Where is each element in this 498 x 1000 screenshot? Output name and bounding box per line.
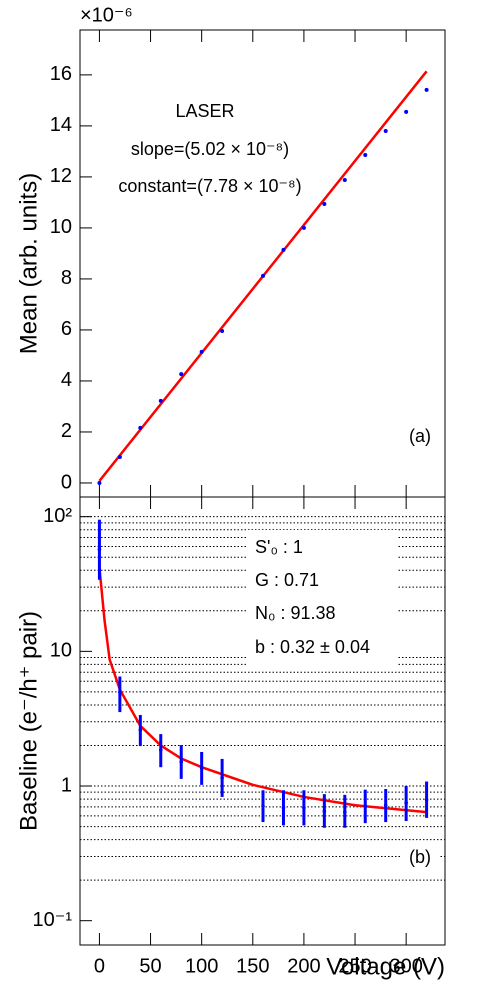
point	[424, 798, 429, 802]
annotation: slope=(5.02 × 10⁻⁸)	[131, 139, 289, 159]
annotation: (b)	[409, 847, 431, 867]
point	[404, 801, 408, 805]
x-tick-label: 100	[185, 955, 218, 977]
annotation: S'₀ : 1	[255, 537, 303, 557]
x-tick-label: 50	[139, 955, 161, 977]
annotation: constant=(7.78 × 10⁻⁸)	[118, 176, 301, 196]
point	[199, 766, 204, 770]
point	[158, 748, 163, 752]
point	[97, 480, 102, 485]
point	[383, 803, 388, 808]
x-tick-label: 300	[389, 955, 422, 977]
x-tick-label: 200	[287, 955, 320, 977]
point	[118, 690, 122, 695]
plot-frame	[79, 496, 446, 946]
point	[281, 805, 286, 810]
label-box	[400, 845, 440, 873]
point	[363, 804, 368, 808]
point	[342, 177, 347, 182]
point	[220, 776, 224, 780]
point	[138, 728, 143, 732]
y-axis-label: Mean (arb. units)	[15, 173, 42, 354]
y-tick-label: 10	[50, 216, 72, 238]
point	[424, 87, 429, 92]
point	[404, 109, 409, 114]
point	[383, 129, 388, 134]
y-tick-label: 8	[61, 267, 72, 289]
point	[343, 810, 347, 814]
point	[363, 152, 368, 157]
point	[322, 809, 327, 814]
annotation: G : 0.71	[255, 570, 319, 590]
legend-box	[248, 530, 398, 665]
point	[281, 247, 286, 252]
annotation: (a)	[409, 426, 431, 446]
axis-multiplier: ×10⁻⁶	[80, 4, 133, 26]
point	[302, 805, 306, 810]
x-tick-label: 150	[236, 955, 269, 977]
annotation: N₀ : 91.38	[255, 603, 336, 623]
point	[322, 201, 327, 206]
point	[138, 425, 143, 430]
y-tick-label: 1	[61, 774, 72, 796]
point	[261, 273, 266, 278]
fit-line	[98, 567, 427, 814]
y-tick-label: 6	[61, 318, 72, 340]
point	[261, 804, 265, 808]
x-axis-label: Voltage (V)	[326, 953, 445, 980]
point	[158, 398, 163, 403]
y-tick-label: 0	[61, 471, 72, 493]
point	[301, 225, 306, 230]
y-tick-label: 10²	[43, 505, 72, 527]
point	[179, 372, 184, 377]
point	[199, 349, 204, 354]
point	[179, 760, 184, 764]
y-tick-label: 4	[61, 369, 72, 391]
point	[117, 454, 122, 459]
y-axis-label: Baseline (e⁻/h⁺ pair)	[15, 611, 42, 831]
y-tick-label: 16	[50, 63, 72, 85]
point	[97, 547, 102, 552]
y-tick-label: 12	[50, 165, 72, 187]
annotation: b : 0.32 ± 0.04	[255, 637, 370, 657]
point	[220, 328, 225, 333]
x-tick-label: 0	[94, 955, 105, 977]
y-tick-label: 10	[50, 640, 72, 662]
annotation: LASER	[175, 101, 234, 121]
y-tick-label: 10⁻¹	[33, 909, 73, 931]
y-tick-label: 14	[50, 114, 72, 136]
y-tick-label: 2	[61, 420, 72, 442]
x-tick-label: 250	[338, 955, 371, 977]
